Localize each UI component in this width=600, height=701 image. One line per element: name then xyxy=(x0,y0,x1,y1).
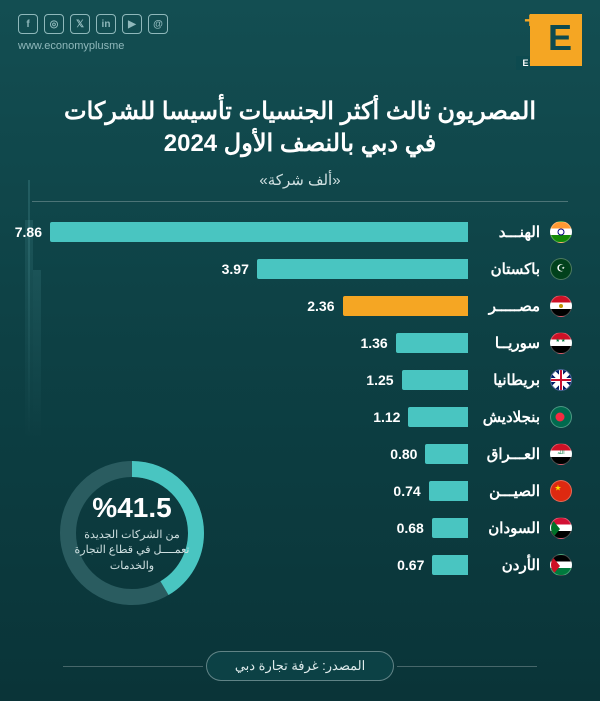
bar-value: 1.36 xyxy=(360,335,387,351)
country-label: سوريــا xyxy=(478,334,540,352)
bar-value: 0.67 xyxy=(397,557,424,573)
bar-fill xyxy=(343,296,469,316)
logo-plus-icon: + xyxy=(524,8,537,34)
social-icon[interactable]: f xyxy=(18,14,38,34)
flag-icon xyxy=(550,406,572,428)
bar-value: 3.97 xyxy=(222,261,249,277)
social-row: f ◎ 𝕏in ▶ @ xyxy=(18,14,168,34)
country-label: مصـــــر xyxy=(478,297,540,315)
title-line1: المصريون ثالث أكثر الجنسيات تأسيسا للشرك… xyxy=(20,96,580,128)
flag-icon xyxy=(550,295,572,317)
header-right: f ◎ 𝕏in ▶ @ www.economyplusme xyxy=(18,14,168,52)
bar-value: 7.86 xyxy=(15,224,42,240)
subtitle: «ألف شركة» xyxy=(20,171,580,189)
logo: + E ECONOMY xyxy=(516,14,582,70)
social-icon[interactable]: ◎ xyxy=(44,14,64,34)
bar-fill xyxy=(425,444,468,464)
source-footer: المصدر: غرفة تجارة دبي xyxy=(0,651,600,681)
donut-ring: %41.5 من الشركات الجديدة تعمــــل في قطا… xyxy=(52,453,212,613)
bar-value: 0.80 xyxy=(390,446,417,462)
bar-value: 1.12 xyxy=(373,409,400,425)
social-icon[interactable]: in xyxy=(96,14,116,34)
logo-mark: + E xyxy=(530,14,582,66)
social-icon[interactable]: @ xyxy=(148,14,168,34)
source-line-right xyxy=(397,666,537,667)
chart-row: سوريــا 1.36 xyxy=(50,327,572,359)
bar-track: 2.36 xyxy=(50,296,468,316)
source-label: المصدر: غرفة تجارة دبي xyxy=(235,658,365,673)
bar-track: 1.36 xyxy=(50,333,468,353)
bar-track: 7.86 xyxy=(50,222,468,242)
chart-row: بنجلاديش 1.12 xyxy=(50,401,572,433)
flag-icon xyxy=(550,369,572,391)
country-label: الصيـــن xyxy=(478,482,540,500)
bar-track: 3.97 xyxy=(50,259,468,279)
source-pill: المصدر: غرفة تجارة دبي xyxy=(206,651,394,681)
bar-track: 1.12 xyxy=(50,407,468,427)
donut-center: %41.5 من الشركات الجديدة تعمــــل في قطا… xyxy=(52,453,212,613)
bar-fill xyxy=(402,370,468,390)
bar-fill xyxy=(432,555,468,575)
flag-icon xyxy=(550,554,572,576)
country-label: باكستان xyxy=(478,260,540,278)
divider xyxy=(32,201,568,202)
flag-icon xyxy=(550,480,572,502)
bar-fill xyxy=(50,222,468,242)
bar-fill xyxy=(429,481,468,501)
bar-value: 0.68 xyxy=(397,520,424,536)
title-block: المصريون ثالث أكثر الجنسيات تأسيسا للشرك… xyxy=(20,96,580,189)
flag-icon xyxy=(550,332,572,354)
country-label: الأردن xyxy=(478,556,540,574)
bar-fill xyxy=(408,407,468,427)
flag-icon xyxy=(550,258,572,280)
flag-icon xyxy=(550,517,572,539)
header: + E ECONOMY f ◎ 𝕏in ▶ @ www.economyplusme xyxy=(0,0,600,78)
bar-value: 0.74 xyxy=(393,483,420,499)
chart-row: باكستان 3.97 xyxy=(50,253,572,285)
logo-letter: E xyxy=(548,20,572,56)
bar-track: 1.25 xyxy=(50,370,468,390)
flag-icon xyxy=(550,443,572,465)
country-label: السودان xyxy=(478,519,540,537)
donut-stat: %41.5 من الشركات الجديدة تعمــــل في قطا… xyxy=(42,453,222,619)
country-label: العـــراق xyxy=(478,445,540,463)
country-label: بنجلاديش xyxy=(478,408,540,426)
title-line2: في دبي بالنصف الأول 2024 xyxy=(20,128,580,160)
donut-percent: %41.5 xyxy=(92,492,171,524)
flag-icon xyxy=(550,221,572,243)
country-label: بريطانيا xyxy=(478,371,540,389)
bar-fill xyxy=(396,333,468,353)
donut-text: من الشركات الجديدة تعمــــل في قطاع التج… xyxy=(72,528,192,574)
bar-value: 2.36 xyxy=(307,298,334,314)
chart-row: بريطانيا 1.25 xyxy=(50,364,572,396)
bar-fill xyxy=(257,259,468,279)
website-url: www.economyplusme xyxy=(18,40,168,52)
chart-row: مصـــــر 2.36 xyxy=(50,290,572,322)
social-icon[interactable]: ▶ xyxy=(122,14,142,34)
country-label: الهنـــد xyxy=(478,223,540,241)
social-icon[interactable]: 𝕏 xyxy=(70,14,90,34)
bar-value: 1.25 xyxy=(366,372,393,388)
source-line-left xyxy=(63,666,203,667)
bar-fill xyxy=(432,518,468,538)
chart-row: الهنـــد 7.86 xyxy=(50,216,572,248)
